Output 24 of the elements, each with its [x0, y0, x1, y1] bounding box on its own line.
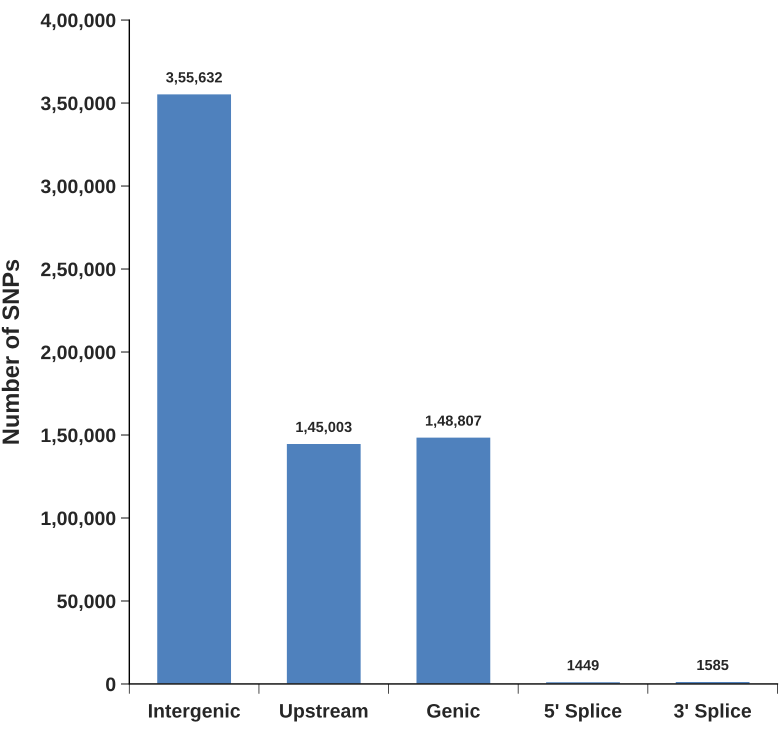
- y-tick-label: 50,000: [57, 594, 116, 612]
- data-label: 1585: [697, 660, 728, 670]
- bar: [415, 436, 492, 684]
- y-tick-label: 1,50,000: [42, 428, 116, 446]
- y-tick-label: 1,00,000: [42, 511, 116, 528]
- data-label: 1449: [568, 660, 599, 670]
- bar: [156, 93, 232, 684]
- x-tick-label: 3' Splice: [674, 703, 752, 722]
- y-tick-label: 3,00,000: [40, 180, 116, 196]
- y-tick-label: 3,50,000: [40, 96, 116, 114]
- y-tick-label: 0: [106, 677, 116, 692]
- data-label: 1,48,807: [426, 415, 482, 428]
- y-tick-label: 4,00,000: [40, 14, 116, 30]
- bar: [674, 680, 751, 684]
- x-tick-label: Intergenic: [148, 703, 240, 722]
- x-tick-label: 5' Splice: [544, 703, 622, 722]
- y-tick-label: 2,00,000: [41, 345, 116, 362]
- x-tick-label: Upstream: [280, 704, 368, 722]
- data-label: 3,55,632: [166, 72, 222, 85]
- data-label: 1,45,003: [296, 422, 352, 434]
- y-tick-label: 2,50,000: [41, 262, 116, 280]
- y-axis-title: Number of SNPs: [2, 260, 20, 444]
- bar: [285, 442, 362, 684]
- x-tick-label: Genic: [427, 703, 480, 718]
